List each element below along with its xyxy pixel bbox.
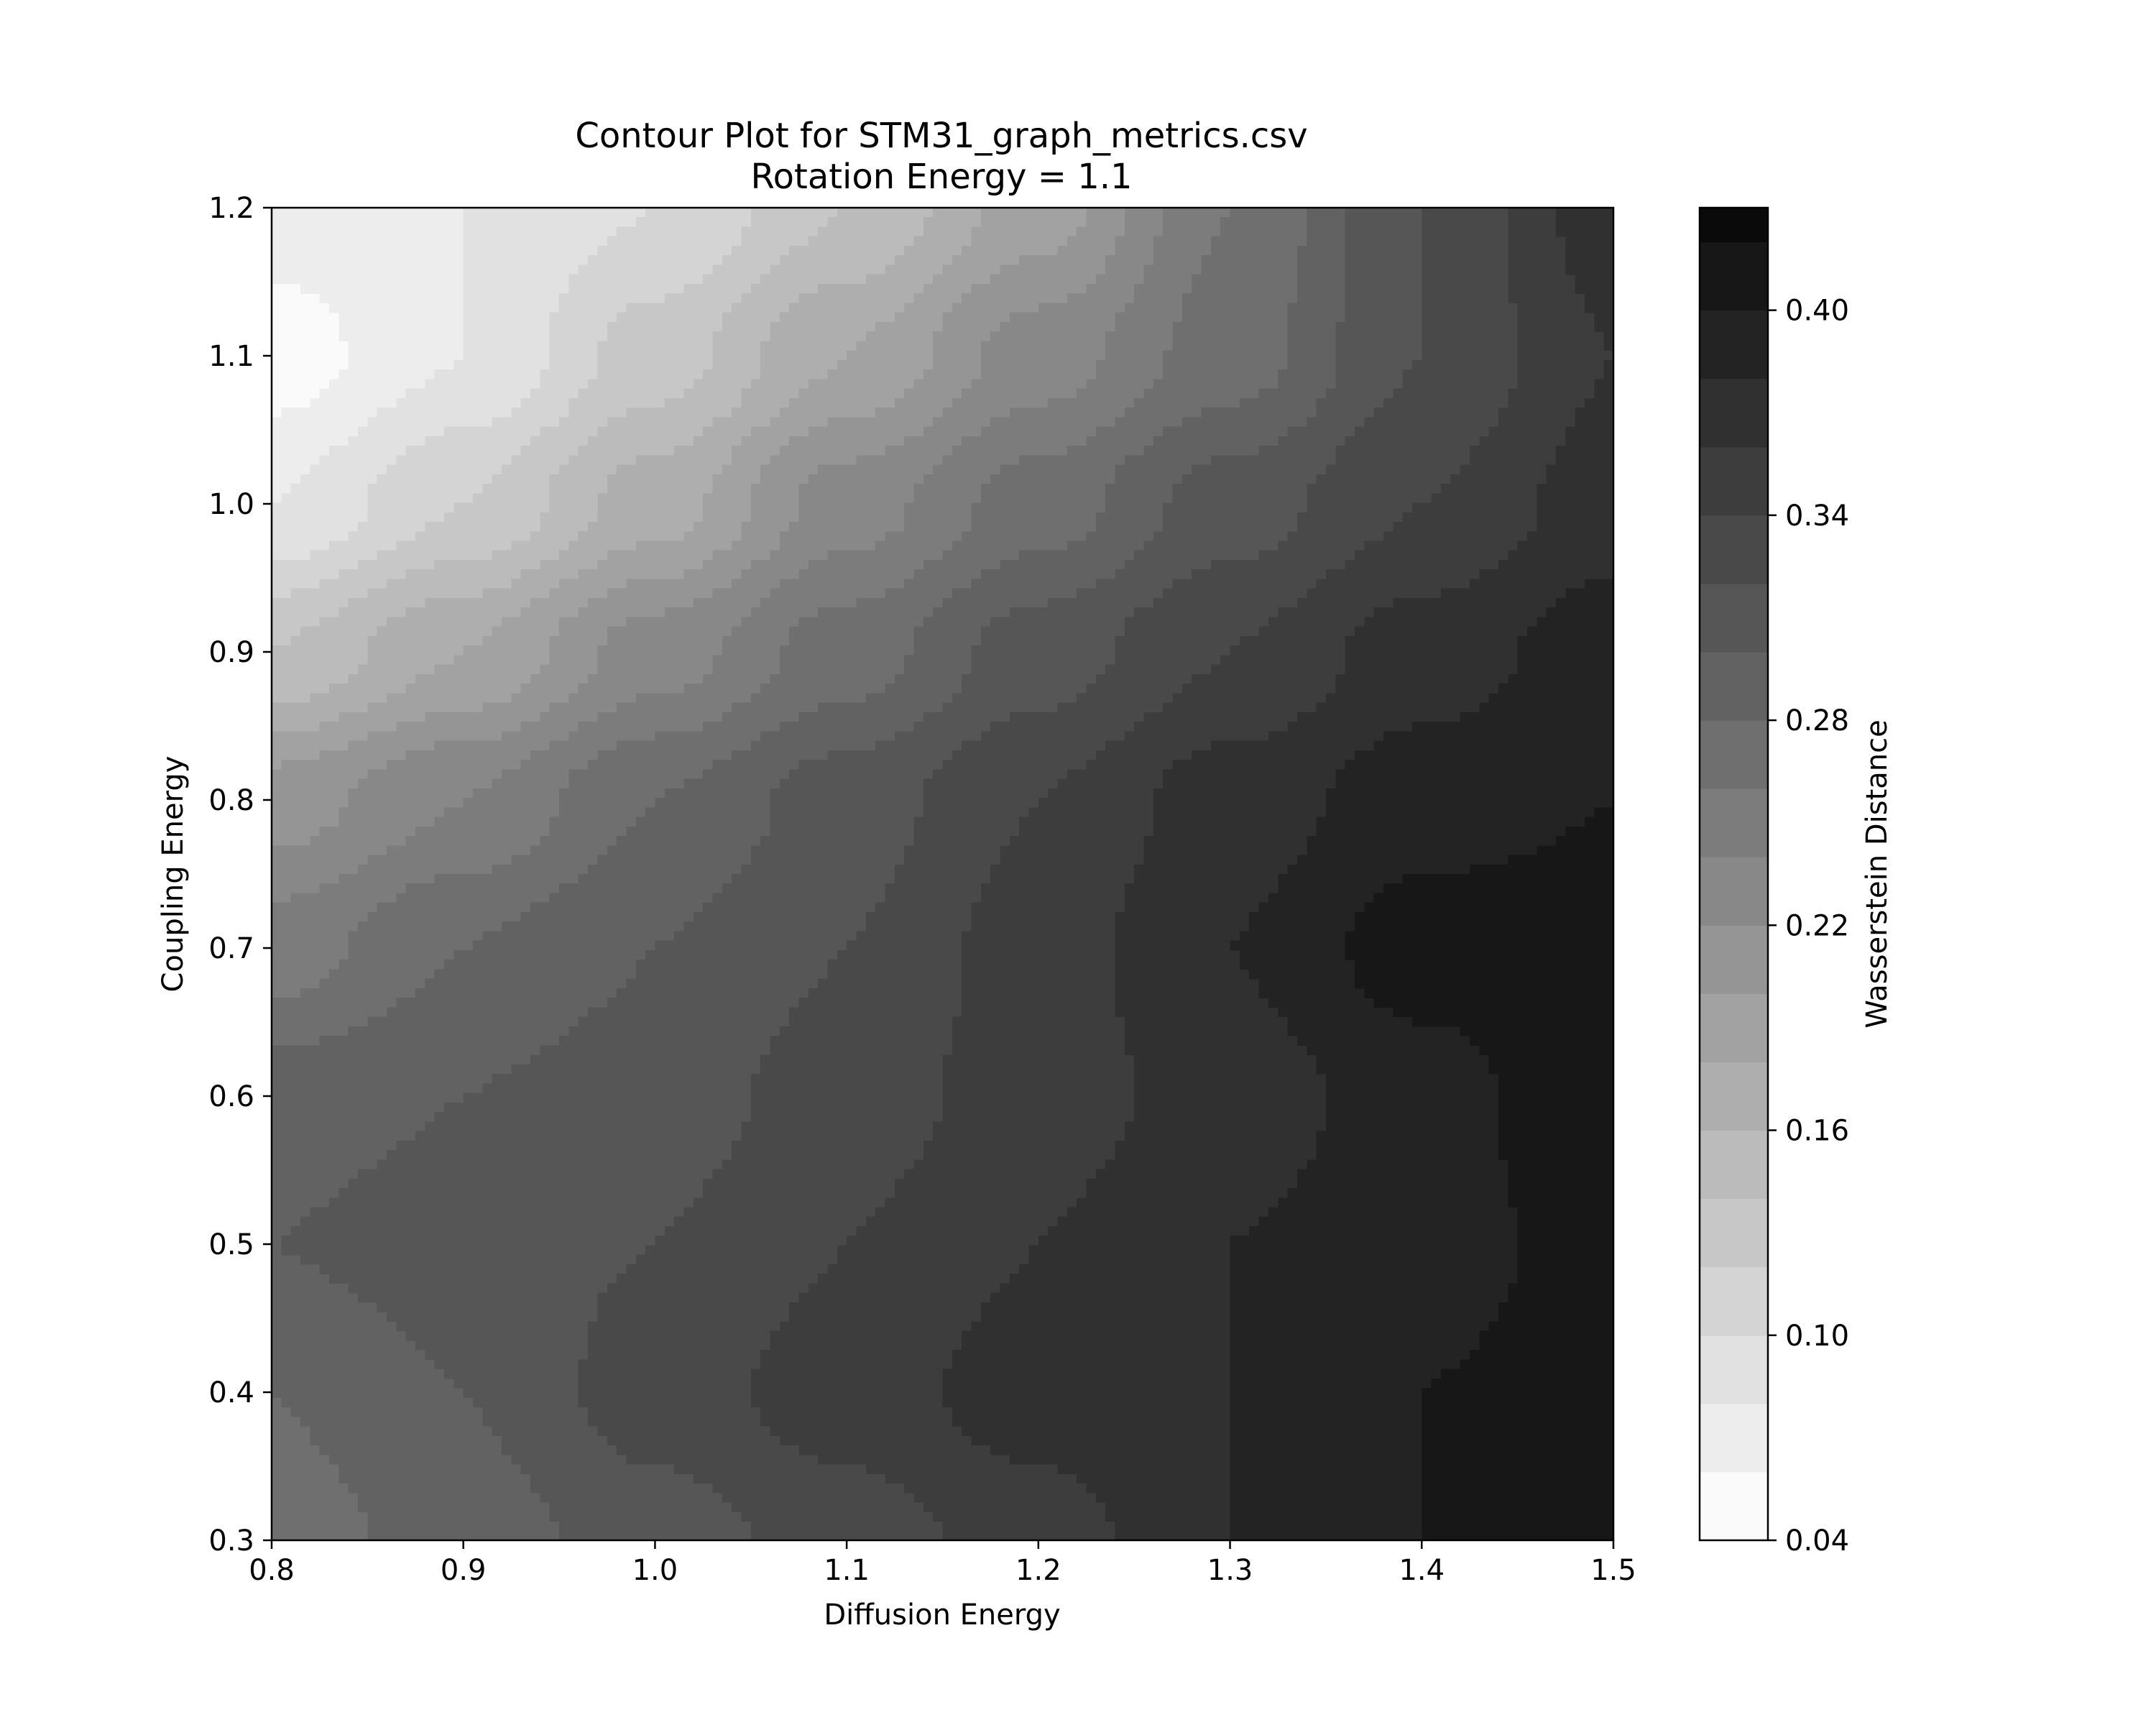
y-tick-label: 0.5 bbox=[208, 1228, 254, 1261]
y-tick-label: 0.7 bbox=[208, 932, 254, 965]
contour-band-13 bbox=[281, 208, 1422, 1541]
colorbar-swatch bbox=[1700, 1471, 1768, 1541]
y-tick-label: 0.9 bbox=[208, 636, 254, 669]
colorbar-swatch bbox=[1700, 208, 1768, 243]
colorbar-swatch bbox=[1700, 925, 1768, 994]
y-axis-label: Coupling Energy bbox=[157, 756, 190, 993]
x-tick-label: 1.3 bbox=[1207, 1554, 1253, 1587]
contour-band-8 bbox=[272, 208, 1125, 846]
plot-frame bbox=[270, 206, 1615, 1542]
colorbar-swatch bbox=[1700, 1335, 1768, 1404]
x-tick-label: 1.5 bbox=[1590, 1554, 1636, 1587]
x-axis: 0.8 0.9 1.0 1.1 1.2 1.3 1.4 1.5 bbox=[249, 1540, 1636, 1587]
colorbar-tick-label: 0.22 bbox=[1785, 909, 1849, 942]
colorbar-frame bbox=[1698, 206, 1769, 1542]
colorbar-tick-label: 0.16 bbox=[1785, 1115, 1849, 1148]
colorbar-tick-label: 0.40 bbox=[1785, 295, 1849, 328]
x-tick-label: 1.4 bbox=[1399, 1554, 1445, 1587]
colorbar-swatch bbox=[1700, 242, 1768, 311]
contour-band-6 bbox=[272, 208, 982, 732]
chart-subtitle: Rotation Energy = 1.1 bbox=[750, 157, 1132, 197]
colorbar-swatch bbox=[1700, 788, 1768, 857]
contour-band-12 bbox=[272, 208, 1346, 1541]
chart-title: Contour Plot for STM31_graph_metrics.csv bbox=[575, 116, 1307, 156]
x-tick-label: 0.9 bbox=[441, 1554, 487, 1587]
colorbar-tick-label: 0.10 bbox=[1785, 1320, 1849, 1353]
contour-band-2 bbox=[272, 208, 646, 561]
y-tick-label: 1.1 bbox=[208, 340, 254, 373]
x-tick-label: 0.8 bbox=[249, 1554, 295, 1587]
colorbar: 0.04 0.10 0.16 0.22 0.28 0.34 0.40 bbox=[1698, 206, 1849, 1558]
contour-band-14 bbox=[578, 208, 1519, 1541]
colorbar-swatch bbox=[1700, 583, 1768, 653]
contour-band-10 bbox=[272, 208, 1231, 998]
contour-band-4 bbox=[272, 208, 838, 646]
contour-band-17 bbox=[1230, 579, 1614, 1541]
colorbar-swatch bbox=[1700, 857, 1768, 926]
contour-band-18 bbox=[1345, 807, 1614, 1541]
colorbar-swatch bbox=[1700, 993, 1768, 1062]
x-tick-label: 1.0 bbox=[632, 1554, 678, 1587]
contour-band-9 bbox=[272, 208, 1164, 903]
contour-band-15 bbox=[750, 208, 1614, 1541]
y-tick-label: 0.6 bbox=[208, 1080, 254, 1113]
colorbar-tick-label: 0.04 bbox=[1785, 1524, 1849, 1558]
contour-band-1 bbox=[272, 208, 464, 504]
colorbar-swatch bbox=[1700, 378, 1768, 448]
y-tick-label: 0.4 bbox=[208, 1376, 254, 1409]
contour-band-7 bbox=[272, 208, 1087, 770]
colorbar-tick-label: 0.34 bbox=[1785, 500, 1849, 533]
y-tick-label: 1.2 bbox=[208, 192, 254, 225]
y-tick-label: 1.0 bbox=[208, 488, 254, 521]
colorbar-swatch bbox=[1700, 652, 1768, 721]
colorbar-swatch bbox=[1700, 446, 1768, 516]
y-tick-label: 0.8 bbox=[208, 784, 254, 817]
colorbar-tick-label: 0.28 bbox=[1785, 704, 1849, 737]
colorbar-swatch bbox=[1700, 1266, 1768, 1336]
colorbar-label: Wasserstein Distance bbox=[1861, 719, 1894, 1028]
x-axis-label: Diffusion Energy bbox=[824, 1598, 1060, 1632]
contour-band-3 bbox=[272, 208, 752, 599]
colorbar-swatch bbox=[1700, 515, 1768, 584]
y-tick-label: 0.3 bbox=[208, 1524, 254, 1558]
colorbar-swatch bbox=[1700, 1403, 1768, 1473]
y-axis: 0.3 0.4 0.5 0.6 0.7 0.8 0.9 1.0 1.1 1.2 bbox=[208, 192, 272, 1558]
x-tick-label: 1.2 bbox=[1015, 1554, 1061, 1587]
colorbar-swatch bbox=[1700, 1130, 1768, 1200]
contour-field bbox=[272, 208, 1614, 1541]
colorbar-swatch bbox=[1700, 1062, 1768, 1131]
contour-band-5 bbox=[272, 208, 934, 704]
colorbar-swatch bbox=[1700, 720, 1768, 789]
colorbar-swatch bbox=[1700, 1198, 1768, 1268]
x-tick-label: 1.1 bbox=[824, 1554, 870, 1587]
contour-band-11 bbox=[272, 208, 1307, 1541]
colorbar-swatch bbox=[1700, 310, 1768, 380]
